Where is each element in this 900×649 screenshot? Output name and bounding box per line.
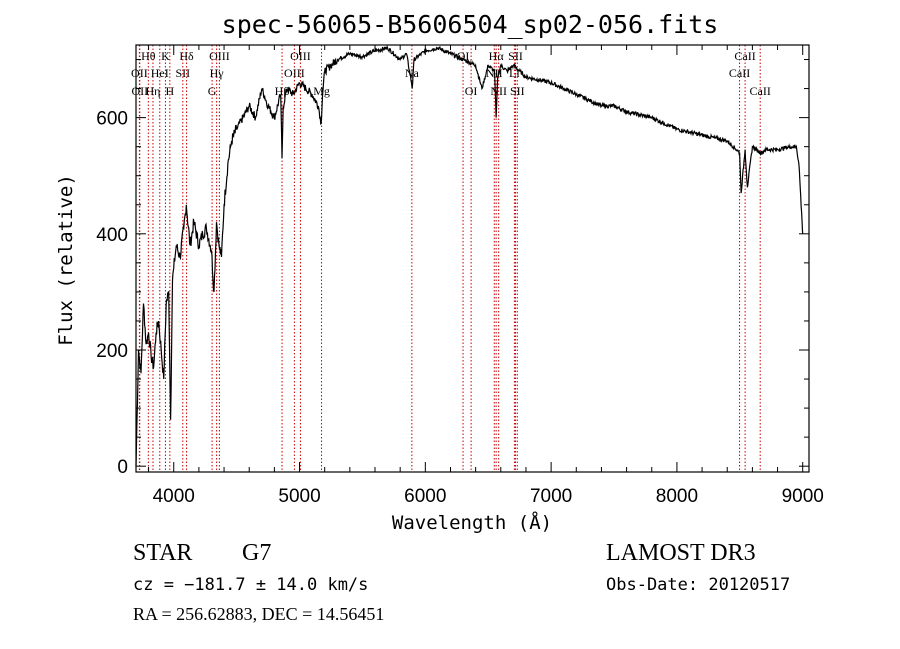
spectral-line-label: G bbox=[208, 84, 217, 98]
x-tick-label: 5000 bbox=[278, 486, 320, 507]
object-class: STAR bbox=[133, 540, 192, 566]
survey-name: LAMOST DR3 bbox=[606, 540, 756, 566]
spectral-line-label: Na bbox=[405, 66, 420, 80]
y-tick-label: 400 bbox=[96, 225, 128, 246]
spectral-line-label: OIII bbox=[209, 49, 230, 63]
spectrum-series-line bbox=[135, 44, 804, 467]
spectral-line-label: OII bbox=[131, 66, 148, 80]
x-tick-label: 9000 bbox=[782, 486, 824, 507]
spectral-line-label: Li bbox=[509, 66, 520, 80]
plot-frame bbox=[135, 44, 810, 473]
spectral-line-label: CaII bbox=[750, 84, 771, 98]
x-axis-ticks: 4000 5000 6000 7000 8000 9000 bbox=[148, 45, 824, 507]
spectral-line-label: Hα bbox=[489, 49, 505, 63]
spectral-line-label: K bbox=[161, 49, 170, 63]
spectral-line-label: SII bbox=[508, 49, 523, 63]
spectral-line-label: SII bbox=[175, 66, 190, 80]
spectral-line-label: H bbox=[166, 84, 175, 98]
spectral-line-label: Hδ bbox=[179, 49, 194, 63]
spectral-line-label: CaII bbox=[734, 49, 755, 63]
spectral-line-label: Mg bbox=[313, 84, 330, 98]
y-tick-label: 600 bbox=[96, 109, 128, 130]
x-tick-label: 6000 bbox=[404, 486, 446, 507]
y-axis-ticks: 0 200 400 600 bbox=[96, 59, 809, 478]
spectral-line-label: NII bbox=[490, 84, 507, 98]
object-subclass: G7 bbox=[242, 540, 271, 566]
observation-date: Obs-Date: 20120517 bbox=[606, 575, 790, 595]
spectral-line-label: HeI bbox=[151, 66, 169, 80]
spectral-line-label: Hθ bbox=[141, 49, 156, 63]
redshift-velocity: cz = −181.7 ± 14.0 km/s bbox=[133, 575, 368, 595]
y-tick-label: 0 bbox=[117, 457, 128, 478]
spectral-line-label: SII bbox=[510, 84, 525, 98]
y-axis-label: Flux (relative) bbox=[55, 174, 77, 346]
x-tick-label: 4000 bbox=[153, 486, 195, 507]
spectral-line-markers bbox=[138, 45, 761, 472]
y-tick-label: 200 bbox=[96, 341, 128, 362]
coordinates: RA = 256.62883, DEC = 14.56451 bbox=[133, 604, 384, 624]
x-axis-label: Wavelength (Å) bbox=[392, 511, 552, 534]
x-tick-label: 7000 bbox=[530, 486, 572, 507]
spectral-line-label: OIII bbox=[290, 49, 311, 63]
chart-title: spec-56065-B5606504_sp02-056.fits bbox=[222, 10, 719, 39]
spectral-line-label: Hη bbox=[146, 84, 161, 98]
spectral-line-label: Hγ bbox=[210, 66, 225, 80]
spectral-line-label: OIII bbox=[284, 66, 305, 80]
spectral-line-label: OI bbox=[465, 84, 478, 98]
x-tick-label: 8000 bbox=[656, 486, 698, 507]
spectral-line-label: CaII bbox=[729, 66, 750, 80]
